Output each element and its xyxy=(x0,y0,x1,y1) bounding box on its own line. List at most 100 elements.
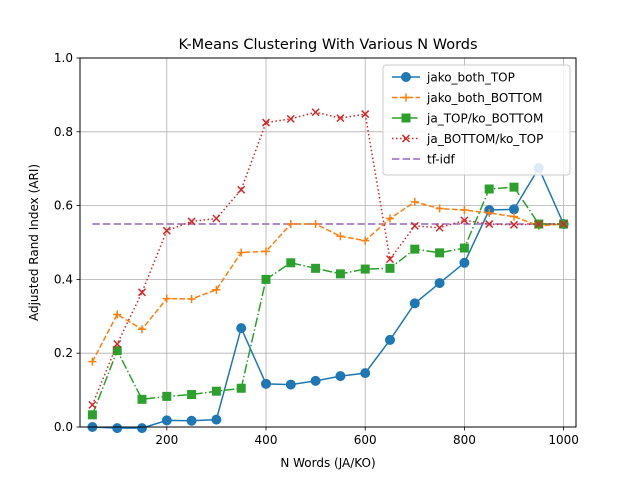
data-point xyxy=(509,204,519,215)
y-tick-label: 0.4 xyxy=(54,272,73,286)
data-point xyxy=(88,400,97,409)
data-point xyxy=(261,118,271,127)
data-point xyxy=(335,371,346,382)
data-point xyxy=(459,243,469,253)
chart-title: K-Means Clustering With Various N Words xyxy=(178,37,477,53)
data-point xyxy=(460,216,469,225)
x-tick-label: 800 xyxy=(453,433,476,447)
data-point xyxy=(261,378,271,389)
data-point xyxy=(310,375,321,386)
data-point xyxy=(509,220,519,229)
data-point xyxy=(485,208,494,217)
data-point xyxy=(435,223,444,232)
series-jako-both-bottom xyxy=(88,197,568,366)
data-point xyxy=(460,206,469,215)
x-tick-label: 200 xyxy=(155,433,178,447)
legend-item: ja_BOTTOM/ko_TOP xyxy=(392,132,543,146)
data-point xyxy=(162,391,172,401)
data-point xyxy=(236,383,246,393)
data-point xyxy=(87,410,97,420)
data-point xyxy=(386,214,394,223)
data-point xyxy=(336,114,345,123)
data-point xyxy=(138,325,146,334)
data-point xyxy=(212,285,221,294)
data-point xyxy=(187,390,197,400)
data-point xyxy=(534,220,543,229)
data-point xyxy=(88,357,97,366)
axis-ticks: 200 400 600 800 1000 0.0 0.2 0.4 0.6 0.8 1.0 xyxy=(54,51,579,447)
data-point xyxy=(311,220,320,229)
legend-swatch-marker xyxy=(401,72,411,82)
data-point xyxy=(435,204,444,213)
data-point xyxy=(385,334,395,345)
data-point xyxy=(262,247,270,256)
data-point xyxy=(237,248,246,257)
data-point xyxy=(286,114,295,123)
data-point xyxy=(237,185,246,194)
data-point xyxy=(361,236,370,245)
x-tick-label: 400 xyxy=(255,433,278,447)
x-tick-label: 1000 xyxy=(548,433,579,447)
legend-item: jako_both_BOTTOM xyxy=(392,91,543,105)
data-point xyxy=(211,386,221,396)
data-point xyxy=(211,414,222,425)
data-point xyxy=(510,212,518,221)
data-point xyxy=(559,220,568,229)
data-point xyxy=(137,423,147,434)
y-tick-label: 0.0 xyxy=(54,420,73,434)
data-point xyxy=(311,108,320,117)
data-point xyxy=(361,110,370,119)
data-point xyxy=(161,415,172,426)
x-tick-label: 600 xyxy=(354,433,377,447)
series-line xyxy=(91,111,564,406)
data-point xyxy=(212,214,221,223)
data-point xyxy=(336,232,345,241)
legend-label: tf-idf xyxy=(427,153,456,167)
data-point xyxy=(137,394,147,404)
legend-box xyxy=(382,64,571,176)
legend-item: tf-idf xyxy=(392,153,456,167)
data-point xyxy=(459,257,470,268)
data-point xyxy=(385,263,395,273)
data-point xyxy=(187,217,196,226)
legend-label: ja_BOTTOM/ko_TOP xyxy=(426,132,543,146)
data-point xyxy=(335,269,345,279)
data-point xyxy=(286,258,296,268)
data-point xyxy=(112,423,123,434)
data-point xyxy=(187,294,196,303)
data-point xyxy=(186,415,197,426)
legend: jako_both_TOP jako_both_BOTTOM ja_TOP/ko_B… xyxy=(382,64,571,176)
legend-item: ja_TOP/ko_BOTTOM xyxy=(392,112,543,126)
legend-label: jako_both_BOTTOM xyxy=(426,91,543,105)
data-point xyxy=(112,346,122,356)
legend-label: ja_TOP/ko_BOTTOM xyxy=(426,112,543,126)
legend-item: jako_both_TOP xyxy=(392,71,515,85)
x-axis-title: N Words (JA/KO) xyxy=(280,456,375,470)
data-point xyxy=(435,248,445,258)
data-point xyxy=(286,220,295,229)
data-point xyxy=(410,221,419,230)
series-lines xyxy=(87,108,569,434)
data-point xyxy=(410,244,420,254)
data-point xyxy=(485,220,494,229)
data-point xyxy=(311,263,321,273)
data-point xyxy=(113,310,122,319)
data-point xyxy=(360,264,370,274)
data-point xyxy=(236,323,247,334)
data-point xyxy=(509,182,519,192)
data-point xyxy=(285,379,296,390)
legend-swatch-marker xyxy=(401,134,411,143)
y-tick-label: 0.2 xyxy=(54,346,73,360)
data-point xyxy=(484,184,494,194)
y-tick-label: 0.8 xyxy=(54,125,73,139)
legend-label: jako_both_TOP xyxy=(426,71,515,85)
y-tick-label: 1.0 xyxy=(54,51,73,65)
data-point xyxy=(410,197,419,206)
legend-swatch-marker xyxy=(401,113,411,123)
data-point xyxy=(162,294,171,303)
series-ja-bottom-ko-top xyxy=(88,108,568,409)
y-axis-title: Adjusted Rand Index (ARI) xyxy=(27,164,41,321)
data-point xyxy=(409,298,420,309)
data-point xyxy=(360,368,371,379)
